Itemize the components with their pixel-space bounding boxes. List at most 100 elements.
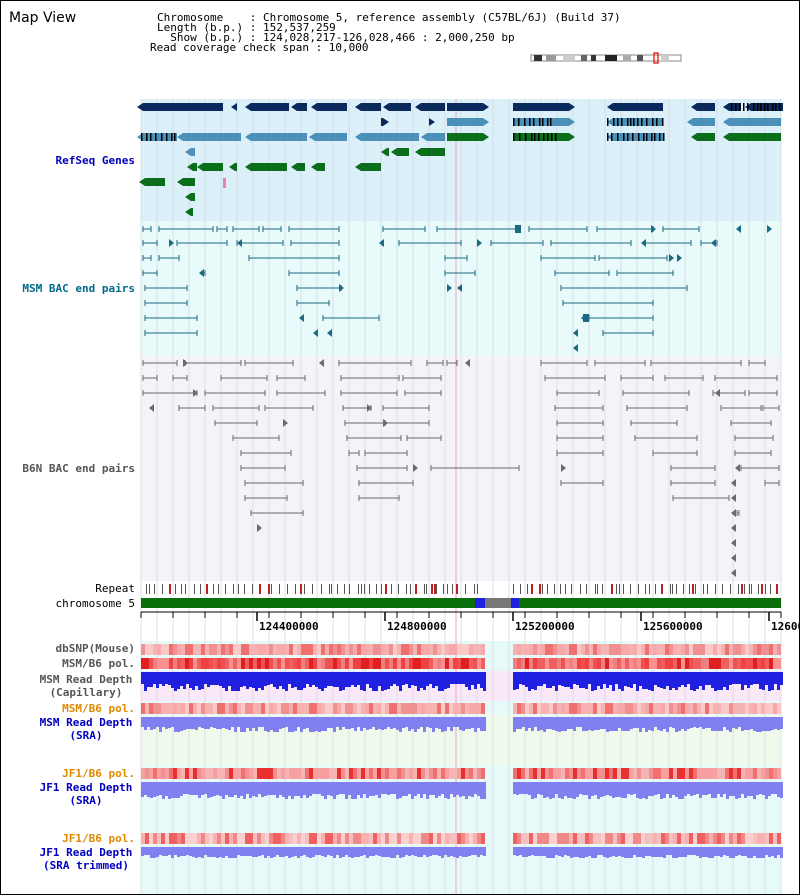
msm-depth-sra-bar bbox=[474, 717, 477, 732]
msm-depth-capillary-bar bbox=[228, 672, 231, 686]
msm-depth-capillary-bar bbox=[531, 672, 534, 689]
jf1-b6-pol-heat-cell bbox=[649, 768, 653, 779]
jf1-depth-sra-bar bbox=[237, 782, 240, 798]
dbsnp-heat-cell bbox=[517, 644, 521, 655]
msm-b6-pol-heat-cell bbox=[197, 703, 201, 714]
jf1-b6-pol-heat-cell bbox=[325, 833, 329, 844]
msm-depth-sra-bar bbox=[723, 717, 726, 727]
jf1-b6-pol-heat-cell bbox=[217, 768, 221, 779]
jf1-depth-sra-bar bbox=[243, 782, 246, 799]
msm-depth-sra-bar bbox=[252, 717, 255, 728]
jf1-depth-sra-bar bbox=[708, 782, 711, 794]
msm-depth-sra-bar bbox=[180, 717, 183, 731]
msm-depth-capillary-bar bbox=[309, 672, 312, 687]
msm-depth-sra-bar bbox=[285, 717, 288, 727]
jf1-b6-pol-heat-cell bbox=[153, 768, 157, 779]
msm-depth-capillary-bar bbox=[654, 672, 657, 685]
jf1-depth-trimmed-bar bbox=[516, 847, 519, 856]
jf1-depth-sra-bar bbox=[678, 782, 681, 799]
msm-depth-sra-bar bbox=[447, 717, 450, 727]
msm-b6-pol-heat-cell bbox=[649, 703, 653, 714]
jf1-depth-trimmed-bar bbox=[300, 847, 303, 856]
dbsnp-heat-cell bbox=[269, 644, 273, 655]
dbsnp-heat-cell bbox=[257, 644, 261, 655]
repeat-tick bbox=[531, 584, 533, 594]
jf1-depth-trimmed-bar bbox=[705, 847, 708, 857]
jf1-depth-sra-bar bbox=[462, 782, 465, 796]
jf1-depth-trimmed-bar bbox=[396, 847, 399, 855]
msm-depth-capillary-bar bbox=[171, 672, 174, 688]
jf1-depth-trimmed-bar bbox=[231, 847, 234, 858]
jf1-depth-sra-bar bbox=[441, 782, 444, 794]
jf1-depth-sra-bar bbox=[255, 782, 258, 797]
track-label-jf1-depth-trim-line2: (SRA trimmed) bbox=[42, 859, 130, 872]
msm-b6-pol-heat-cell bbox=[757, 658, 761, 669]
track-label-msm-bac[interactable]: MSM BAC end pairs bbox=[22, 282, 135, 295]
msm-depth-capillary-bar bbox=[198, 672, 201, 690]
msm-depth-sra-bar bbox=[459, 717, 462, 730]
msm-depth-sra-bar bbox=[423, 717, 426, 732]
jf1-depth-trimmed-bar bbox=[453, 847, 456, 857]
jf1-depth-trimmed-bar bbox=[582, 847, 585, 858]
jf1-depth-trimmed-bar bbox=[213, 847, 216, 857]
jf1-depth-sra-bar bbox=[189, 782, 192, 795]
jf1-depth-trimmed-bar bbox=[189, 847, 192, 856]
b6n-bac-end bbox=[731, 479, 736, 487]
msm-depth-capillary-bar bbox=[363, 672, 366, 691]
msm-depth-sra-bar bbox=[267, 717, 270, 732]
track-label-b6n-bac[interactable]: B6N BAC end pairs bbox=[22, 462, 135, 475]
jf1-depth-trimmed-bar bbox=[234, 847, 237, 858]
jf1-depth-sra-bar bbox=[246, 782, 249, 794]
jf1-depth-trimmed-bar bbox=[564, 847, 567, 855]
dbsnp-heat-cell bbox=[313, 644, 317, 655]
jf1-depth-trimmed-bar bbox=[255, 847, 258, 857]
jf1-b6-pol-heat-cell bbox=[513, 768, 517, 779]
jf1-depth-sra-bar bbox=[606, 782, 609, 795]
msm-b6-pol-heat-cell bbox=[185, 703, 189, 714]
msm-depth-sra-bar bbox=[513, 717, 516, 732]
track-label-refseq[interactable]: RefSeq Genes bbox=[55, 154, 135, 167]
msm-b6-pol-heat-cell bbox=[337, 703, 341, 714]
msm-b6-pol-heat-cell bbox=[629, 658, 633, 669]
jf1-depth-trimmed-bar bbox=[363, 847, 366, 855]
msm-depth-capillary-bar bbox=[765, 672, 768, 685]
msm-b6-pol-heat-cell bbox=[145, 658, 149, 669]
refseq-gene bbox=[723, 118, 781, 126]
jf1-depth-trimmed-bar bbox=[513, 847, 516, 855]
dbsnp-heat-cell bbox=[233, 644, 237, 655]
jf1-b6-pol-heat-cell bbox=[693, 768, 697, 779]
jf1-depth-trimmed-bar bbox=[165, 847, 168, 856]
jf1-depth-sra-bar bbox=[417, 782, 420, 794]
msm-depth-capillary-bar bbox=[609, 672, 612, 685]
msm-depth-capillary-bar bbox=[588, 672, 591, 684]
jf1-b6-pol-heat-cell bbox=[393, 833, 397, 844]
b6n-bac-end bbox=[731, 569, 736, 577]
dbsnp-heat-cell bbox=[273, 644, 277, 655]
dbsnp-heat-cell bbox=[481, 644, 485, 655]
msm-depth-capillary-bar bbox=[411, 672, 414, 685]
msm-b6-pol-heat-cell bbox=[157, 703, 161, 714]
msm-b6-pol-heat-cell bbox=[569, 658, 573, 669]
dbsnp-heat-cell bbox=[713, 644, 717, 655]
dbsnp-heat-cell bbox=[361, 644, 365, 655]
jf1-depth-trimmed-bar bbox=[237, 847, 240, 855]
repeat-tick bbox=[244, 584, 245, 594]
msm-b6-pol-heat-cell bbox=[717, 703, 721, 714]
jf1-b6-pol-heat-cell bbox=[665, 768, 669, 779]
jf1-depth-sra-bar bbox=[780, 782, 783, 798]
msm-b6-pol-heat-cell bbox=[149, 703, 153, 714]
repeat-tick bbox=[344, 584, 345, 594]
jf1-b6-pol-heat-cell bbox=[273, 833, 277, 844]
jf1-depth-sra-bar bbox=[609, 782, 612, 796]
repeat-tick bbox=[619, 584, 620, 594]
jf1-depth-sra-bar bbox=[615, 782, 618, 797]
jf1-b6-pol-heat-cell bbox=[317, 768, 321, 779]
jf1-depth-trimmed-bar bbox=[462, 847, 465, 857]
jf1-depth-trimmed-bar bbox=[588, 847, 591, 856]
msm-b6-pol-heat-cell bbox=[165, 658, 169, 669]
gene-exon-tick bbox=[611, 133, 613, 141]
msm-depth-sra-bar bbox=[363, 717, 366, 728]
repeat-tick bbox=[233, 584, 234, 594]
jf1-depth-trimmed-bar bbox=[345, 847, 348, 855]
